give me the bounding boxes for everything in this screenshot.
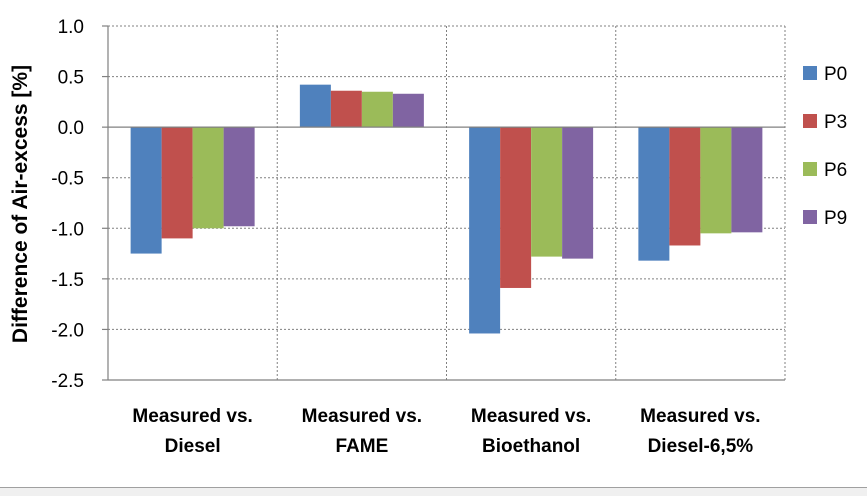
bar-p9-3 [562,127,594,259]
category-label: Measured vs. [132,406,252,427]
bars [130,84,763,334]
x-category-labels: Measured vs. Diesel Measured vs. FAME Measur… [132,406,760,457]
legend-swatch-p0 [803,66,817,80]
y-tick-label: -0.5 [51,169,84,190]
bar-p6-1 [192,127,224,229]
legend-swatch-p3 [803,114,817,128]
category-label: FAME [335,436,388,457]
category-label: Bioethanol [482,436,580,457]
bar-p0-3 [469,127,501,334]
bar-p3-4 [669,127,701,246]
category-label: Diesel-6,5% [648,436,754,457]
legend-swatch-p6 [803,162,817,176]
bar-p0-2 [299,84,331,128]
bar-p9-4 [731,127,763,233]
legend-label-p0: P0 [824,64,847,85]
y-tick-labels: 1.0 0.5 0.0 -0.5 -1.0 -1.5 -2.0 -2.5 [51,17,84,392]
category-label: Measured vs. [640,406,760,427]
bar-p3-1 [161,127,193,239]
y-axis-label: Difference of Air-excess [%] [9,65,32,343]
category-label: Measured vs. [302,406,422,427]
y-tick-label: 0.5 [58,68,84,89]
y-tick-label: 1.0 [58,17,84,38]
y-tick-label: -2.0 [51,320,84,341]
legend-label-p9: P9 [824,208,847,229]
y-tick-label: -1.0 [51,219,84,240]
legend-label-p6: P6 [824,160,847,181]
bar-p0-1 [130,127,162,254]
legend-label-p3: P3 [824,112,847,133]
legend-swatch-p9 [803,210,817,224]
legend: P0 P3 P6 P9 [803,64,847,229]
bar-p6-2 [361,91,393,128]
bar-p9-1 [223,127,255,227]
bar-p6-4 [700,127,732,234]
bar-p3-2 [330,90,362,128]
category-label: Diesel [165,436,221,457]
bar-p0-4 [638,127,670,261]
bar-p9-2 [392,93,424,128]
y-tick-label: 0.0 [58,118,84,139]
bar-p3-3 [500,127,532,288]
axes [102,25,785,381]
window-bottom-edge [0,487,867,496]
category-label: Measured vs. [471,406,591,427]
y-tick-label: -1.5 [51,270,84,291]
y-tick-label: -2.5 [51,371,84,392]
bar-p6-3 [531,127,563,257]
